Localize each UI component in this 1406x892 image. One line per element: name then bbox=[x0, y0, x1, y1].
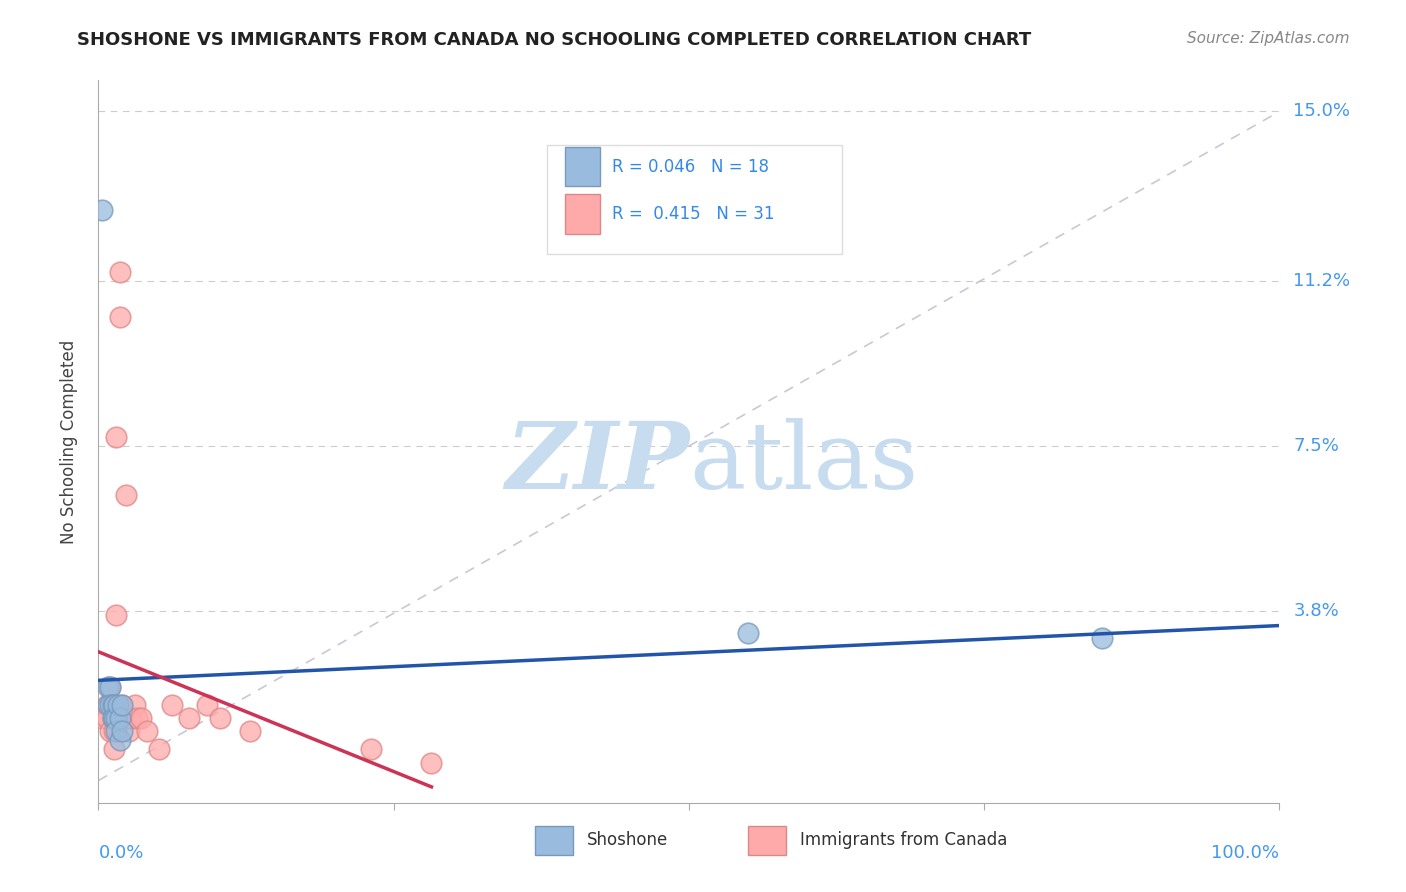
Bar bbox=[565, 194, 600, 235]
Point bbox=[108, 310, 131, 324]
Point bbox=[1091, 631, 1114, 645]
Bar bbox=[547, 145, 842, 253]
Point bbox=[103, 724, 125, 739]
Point bbox=[107, 698, 129, 712]
Bar bbox=[748, 826, 786, 855]
Text: ZIP: ZIP bbox=[505, 418, 689, 508]
Text: R =  0.415   N = 31: R = 0.415 N = 31 bbox=[612, 205, 775, 223]
Text: 11.2%: 11.2% bbox=[1294, 272, 1351, 290]
Point bbox=[105, 724, 128, 739]
Text: 7.5%: 7.5% bbox=[1294, 437, 1340, 455]
Point bbox=[111, 724, 134, 739]
Bar bbox=[536, 826, 574, 855]
Point bbox=[98, 724, 121, 739]
Point bbox=[103, 698, 125, 712]
Point bbox=[124, 698, 146, 712]
Text: Source: ZipAtlas.com: Source: ZipAtlas.com bbox=[1187, 31, 1350, 46]
Point bbox=[101, 711, 124, 725]
Point bbox=[127, 711, 149, 725]
Point bbox=[360, 742, 382, 756]
Text: R = 0.046   N = 18: R = 0.046 N = 18 bbox=[612, 158, 769, 176]
Point bbox=[111, 698, 134, 712]
Point bbox=[105, 711, 128, 725]
Point bbox=[135, 724, 157, 739]
Point bbox=[108, 733, 131, 747]
Point bbox=[103, 742, 125, 756]
Point bbox=[179, 711, 201, 725]
Point bbox=[129, 711, 152, 725]
Point bbox=[105, 608, 128, 623]
Text: Shoshone: Shoshone bbox=[588, 831, 669, 849]
Point bbox=[108, 711, 131, 725]
Point bbox=[98, 680, 121, 694]
Text: SHOSHONE VS IMMIGRANTS FROM CANADA NO SCHOOLING COMPLETED CORRELATION CHART: SHOSHONE VS IMMIGRANTS FROM CANADA NO SC… bbox=[77, 31, 1032, 49]
Point bbox=[420, 756, 443, 770]
Point bbox=[111, 711, 134, 725]
Point bbox=[195, 698, 218, 712]
Point bbox=[101, 698, 124, 712]
Point bbox=[98, 680, 121, 694]
Point bbox=[114, 488, 136, 502]
Point bbox=[96, 698, 118, 712]
Point bbox=[91, 202, 114, 217]
Point bbox=[148, 742, 170, 756]
Text: atlas: atlas bbox=[689, 418, 918, 508]
Y-axis label: No Schooling Completed: No Schooling Completed bbox=[59, 340, 77, 543]
Point bbox=[103, 711, 125, 725]
Text: Immigrants from Canada: Immigrants from Canada bbox=[800, 831, 1007, 849]
Point bbox=[103, 711, 125, 725]
Point bbox=[101, 711, 124, 725]
Point bbox=[111, 698, 134, 712]
Point bbox=[96, 711, 118, 725]
Point bbox=[737, 626, 759, 640]
Point bbox=[239, 724, 262, 739]
Point bbox=[118, 724, 141, 739]
Text: 3.8%: 3.8% bbox=[1294, 602, 1339, 620]
Point bbox=[160, 698, 183, 712]
Point bbox=[108, 265, 131, 279]
Point bbox=[97, 680, 120, 694]
Bar bbox=[565, 147, 600, 186]
Point bbox=[209, 711, 232, 725]
Point bbox=[98, 698, 121, 712]
Point bbox=[91, 711, 114, 725]
Point bbox=[97, 698, 120, 712]
Point bbox=[101, 698, 124, 712]
Point bbox=[121, 711, 143, 725]
Text: 15.0%: 15.0% bbox=[1294, 103, 1350, 120]
Text: 100.0%: 100.0% bbox=[1212, 845, 1279, 863]
Text: 0.0%: 0.0% bbox=[98, 845, 143, 863]
Point bbox=[105, 430, 128, 444]
